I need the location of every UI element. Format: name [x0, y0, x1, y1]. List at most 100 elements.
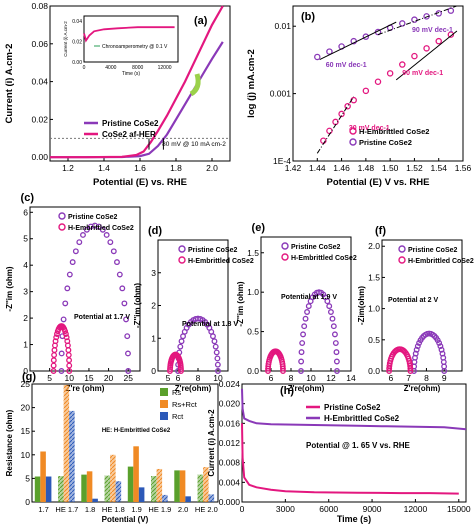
panel-a-ytick-label: 0.06 [31, 39, 48, 49]
panel-c-point [64, 285, 71, 292]
panel-a-legend-label: CoSe2 af-HER [102, 130, 156, 139]
panel-e-xlabel: Z're(ohm) [288, 384, 325, 393]
panel-c-point [83, 226, 90, 233]
panel-h-xtick-label: 0 [240, 504, 245, 514]
panel-h-xlabel: Time (s) [337, 514, 371, 524]
panel-b-ylabel: log (j) mA.cm-2 [246, 49, 257, 118]
panel-f-xtick-label: 7 [406, 373, 411, 383]
panel-c-point [58, 368, 65, 374]
panel-c-point [99, 226, 106, 233]
panel-c-point [62, 331, 69, 337]
panel-c-point [62, 300, 69, 307]
panel-d-ylabel: -Z''im (ohm) [133, 283, 142, 328]
panel-f-point [407, 368, 414, 374]
panel-g-bar [179, 470, 186, 502]
panel-d-ytick-label: 2 [151, 301, 156, 311]
panel-h-ytick-label: 0.012 [219, 438, 241, 448]
panel-a-ytick-label: 0.08 [31, 1, 48, 11]
panel-h-ytick-label: 0.004 [219, 477, 241, 487]
panel-b-fit-line [319, 21, 397, 61]
panel-g-frame [31, 383, 219, 503]
panel-e-label: (e) [252, 222, 266, 234]
panel-d-ytick-label: 3 [151, 268, 156, 278]
panel-f-frame [381, 239, 463, 372]
panel-a-inset-xtick-label: 4000 [105, 65, 116, 71]
panel-c-xtick-label: 20 [104, 373, 114, 383]
panel-e-ytick-label: 0.5 [247, 327, 259, 337]
panel-c-point [51, 352, 58, 359]
panel-h-ytick-label: 0.024 [219, 379, 241, 389]
panel-g-bar [208, 494, 215, 502]
panel-e-ytick-label: 1.5 [247, 248, 259, 258]
panel-g-xtick-label: 1.8 [85, 505, 95, 514]
panel-d-point [211, 338, 218, 345]
panel-g-bar [86, 471, 93, 502]
panel-b-point [399, 61, 406, 68]
panel-h-ylabel: Current (i) A.cm-2 [207, 409, 216, 477]
panel-a-xtick-label: 1.8 [170, 163, 182, 173]
panel-g-bar [138, 487, 145, 502]
panel-b-xlabel: Potential (E) V vs. RHE [327, 177, 430, 188]
panel-h-ytick-label: 0.000 [219, 497, 241, 507]
panel-a-inset-ytick-label: 0.02 [72, 40, 82, 46]
panel-e-legend-label: Pristine CoSe2 [291, 244, 341, 251]
panel-g-bar [162, 494, 168, 502]
panel-b-legend-marker [349, 138, 357, 146]
panel-e-point [300, 331, 307, 338]
panel-g-bar [151, 476, 157, 502]
panel-c-point [58, 350, 65, 357]
panel-b-point [447, 7, 455, 14]
panel-c-point [119, 285, 126, 292]
panel-g-legend-label: Rs+Rct [172, 400, 198, 409]
panel-h-series-line [241, 423, 459, 495]
panel-e-xtick-label: 8 [289, 373, 294, 383]
panel-b-point [326, 48, 333, 55]
panel-g-xlabel: Potential (V) [102, 515, 149, 524]
panel-b-point [411, 16, 418, 23]
panel-f-xtick-label: 6 [389, 373, 394, 383]
panel-e-point [330, 323, 337, 330]
panel-a-xtick-label: 1.4 [98, 163, 110, 173]
panel-e-point [301, 323, 308, 330]
panel-b-annotation: 60 mV dec-1 [326, 62, 367, 69]
panel-c-point [80, 232, 86, 238]
panel-f-ytick-label: 1.0 [368, 304, 380, 314]
panel-c-point [116, 271, 123, 278]
panel-b-point [386, 70, 394, 77]
panel-e-point [302, 315, 309, 322]
panel-e-point [298, 349, 305, 356]
panel-c-point [72, 248, 79, 255]
panel-e-point [327, 309, 334, 315]
panel-g-ytick-label: 5 [25, 473, 30, 483]
panel-e-point [331, 331, 338, 338]
panel-b-point [435, 37, 442, 45]
panel-f-annotation: Potential at 2 V [388, 297, 439, 304]
panel-g-xtick-label: 1.7 [38, 505, 48, 514]
panel-c-ylabel: -Z''im (ohm) [5, 266, 14, 311]
panel-c-label: (c) [21, 192, 35, 204]
panel-f-xtick-label: 9 [442, 373, 447, 383]
panel-c-point [66, 368, 73, 374]
panel-e-legend-marker [281, 253, 289, 261]
panel-a-inset-line [83, 26, 175, 43]
panel-c-point [124, 333, 131, 340]
panel-c-legend-marker [58, 223, 66, 231]
panel-d-legend-marker [178, 245, 186, 253]
panel-e-ytick-label: 0.0 [247, 366, 259, 376]
panel-b-legend-label: Pristine CoSe2 [359, 138, 412, 147]
panel-c-legend-marker [58, 212, 66, 220]
panel-e-legend-label: H-Embrittled CoSe2 [291, 255, 357, 262]
panel-a-inset-ytick-label: 0.04 [72, 19, 82, 25]
panel-c-point [123, 316, 129, 323]
panel-d-xtick-label: 5 [166, 373, 171, 383]
panel-a-inset-ylabel: Current (i) A.cm-2 [63, 21, 68, 57]
panel-c-ytick-label: 6 [23, 207, 28, 217]
panel-g-bar [203, 467, 209, 502]
panel-g-bar [174, 470, 180, 502]
panel-e-xtick-label: 6 [269, 373, 274, 383]
panel-e-point [298, 358, 305, 365]
panel-g-bar [81, 474, 87, 502]
panel-d-legend-label: H-Embrittled CoSe2 [188, 258, 254, 265]
panel-f-legend-label: H-Embrittled CoSe2 [408, 258, 474, 265]
panel-a-label: (a) [194, 15, 208, 27]
